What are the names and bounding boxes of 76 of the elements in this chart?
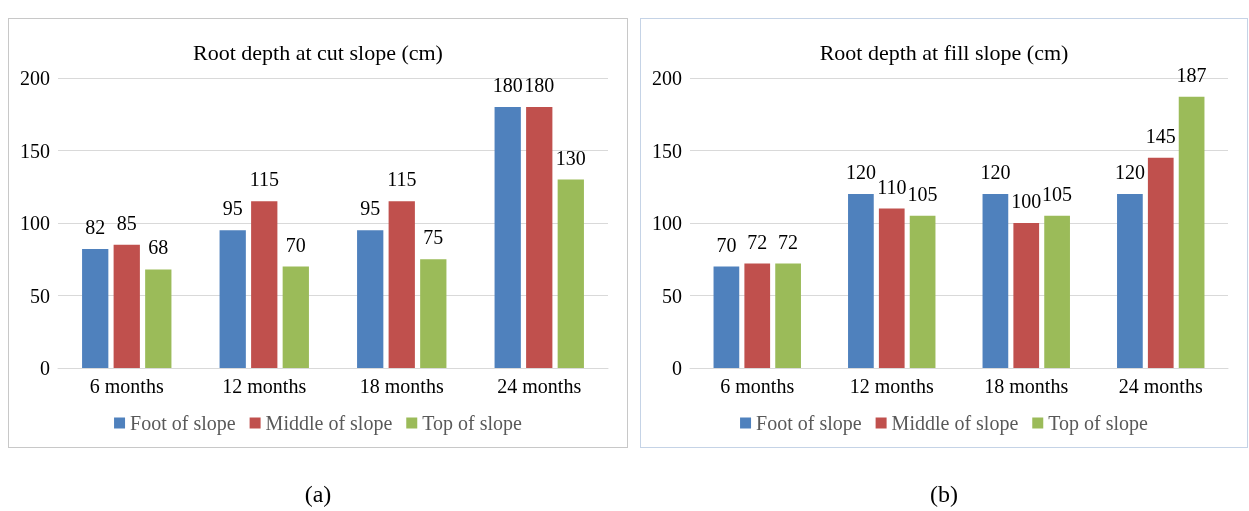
- bar: [557, 179, 584, 368]
- data-label: 95: [222, 197, 243, 220]
- y-tick-label: 200: [20, 67, 50, 89]
- bar: [82, 249, 109, 368]
- bar: [744, 263, 771, 368]
- bar: [145, 269, 172, 368]
- data-label: 95: [360, 197, 381, 220]
- data-label: 115: [387, 168, 417, 191]
- x-tick-label: 12 months: [222, 375, 307, 397]
- bar: [494, 107, 521, 368]
- bar: [848, 194, 874, 368]
- bar: [1117, 194, 1143, 368]
- data-label: 72: [778, 230, 799, 253]
- legend-label: Middle of slope: [891, 412, 1019, 435]
- legend-label: Foot of slope: [756, 412, 862, 435]
- data-label: 70: [285, 233, 306, 256]
- bar: [420, 259, 447, 368]
- y-tick-label: 50: [30, 284, 50, 307]
- x-tick-label: 18 months: [984, 375, 1069, 397]
- data-label: 115: [249, 168, 279, 191]
- y-tick-label: 150: [20, 139, 50, 162]
- data-label: 85: [116, 211, 137, 234]
- bar: [878, 208, 905, 368]
- bar: [113, 244, 140, 368]
- data-label: 105: [1042, 182, 1073, 205]
- data-label: 100: [1011, 190, 1042, 212]
- bar: [775, 263, 801, 368]
- y-tick-label: 0: [40, 357, 50, 379]
- chart-title: Root depth at cut slope (cm): [193, 39, 443, 65]
- legend-label: Middle of slope: [265, 412, 393, 435]
- data-label: 145: [1145, 124, 1176, 147]
- data-label: 187: [1176, 63, 1207, 86]
- data-label: 180: [492, 74, 523, 96]
- legend-label: Top of slope: [422, 412, 523, 435]
- x-tick-label: 12 months: [849, 375, 934, 397]
- chart-title: Root depth at fill slope (cm): [819, 39, 1069, 65]
- bar: [1013, 223, 1040, 368]
- bar: [713, 266, 740, 368]
- x-tick-label: 6 months: [720, 375, 795, 397]
- legend-label: Foot of slope: [130, 412, 236, 435]
- x-tick-label: 6 months: [89, 375, 164, 397]
- y-tick-label: 50: [662, 284, 682, 307]
- data-label: 130: [555, 146, 586, 169]
- data-label: 120: [980, 161, 1011, 183]
- bar: [251, 201, 278, 368]
- bar: [1147, 157, 1174, 368]
- text: (a): [304, 481, 332, 507]
- bar: [282, 266, 309, 368]
- y-tick-label: 100: [652, 212, 682, 234]
- x-tick-label: 24 months: [497, 375, 582, 397]
- bar: [388, 201, 415, 368]
- data-label: 70: [716, 233, 737, 256]
- y-tick-label: 200: [652, 67, 682, 89]
- bar: [982, 194, 1009, 368]
- y-tick-label: 150: [652, 139, 682, 162]
- data-label: 105: [907, 182, 938, 205]
- data-label: 110: [877, 175, 907, 198]
- data-label: 120: [1114, 161, 1145, 183]
- y-tick-label: 0: [672, 357, 682, 379]
- y-tick-label: 100: [20, 212, 50, 234]
- text: (b): [930, 481, 958, 507]
- bar: [357, 230, 384, 368]
- data-label: 120: [845, 161, 876, 183]
- bar: [909, 215, 936, 368]
- bar: [1178, 96, 1205, 368]
- x-tick-label: 24 months: [1118, 375, 1203, 397]
- data-label: 180: [524, 74, 555, 96]
- bar: [1044, 215, 1070, 368]
- bar: [526, 107, 553, 368]
- data-label: 72: [747, 230, 768, 253]
- bar: [219, 230, 246, 368]
- x-tick-label: 18 months: [359, 375, 444, 397]
- data-label: 75: [423, 226, 444, 249]
- data-label: 68: [148, 236, 169, 259]
- legend-label: Top of slope: [1048, 412, 1149, 435]
- data-label: 82: [85, 216, 106, 239]
